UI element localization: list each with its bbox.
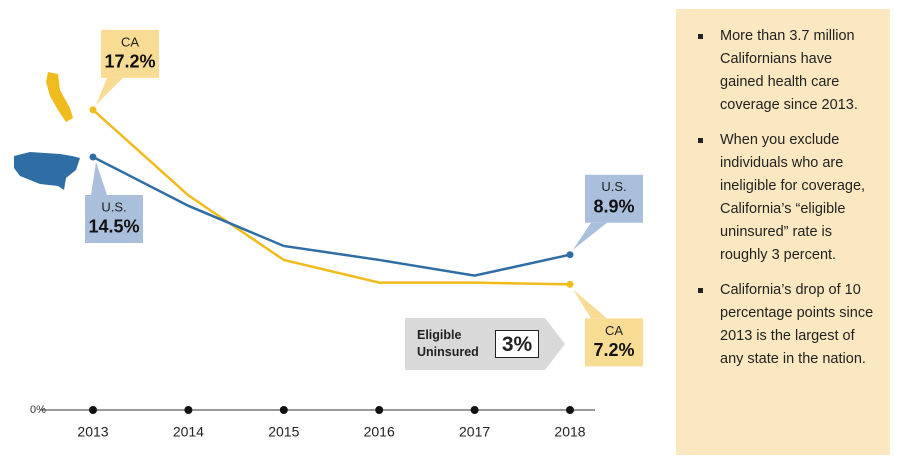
x-tick-dot	[89, 406, 97, 414]
x-tick-label: 2017	[459, 424, 490, 440]
value-label: 8.9%	[593, 196, 634, 216]
callout-pointer	[91, 161, 107, 195]
x-tick-dot	[279, 406, 288, 414]
value-label: 7.2%	[593, 340, 634, 360]
callout-box	[101, 29, 159, 78]
series-line	[92, 155, 571, 277]
y-tick-label: 0%	[30, 404, 46, 416]
chart: 0% 2013 2014 2015 2016 2017 2018 CA 17.2% CA 7.2% U…	[14, 29, 643, 440]
point	[566, 251, 574, 259]
x-tick-dot	[470, 406, 479, 414]
point	[89, 106, 97, 114]
x-tick-label: 2013	[77, 424, 108, 440]
x-tick-label: 2016	[364, 424, 395, 440]
callout-pointer	[96, 77, 123, 105]
point	[89, 153, 97, 161]
callout-pointer	[573, 222, 607, 250]
eligible-value: 3%	[495, 330, 539, 358]
bullet: California’s drop of 10 percentage point…	[694, 279, 878, 371]
callout-name: CA	[121, 34, 139, 49]
point	[566, 280, 574, 288]
bullet-list: More than 3.7 million Californians have …	[694, 25, 878, 371]
bullet: When you exclude individuals who are ine…	[694, 129, 878, 267]
eligible-uninsured: Eligible Uninsured 3%	[405, 318, 565, 370]
callout-pointer	[573, 289, 607, 319]
eligible-label: Eligible Uninsured	[417, 328, 479, 359]
callout-box	[85, 194, 143, 243]
sidebar: More than 3.7 million Californians have …	[676, 9, 890, 455]
x-tick-dot	[375, 406, 384, 414]
callout-box	[585, 174, 643, 223]
x-tick-label: 2014	[173, 424, 204, 440]
x-tick-label: 2018	[554, 424, 585, 440]
us-icon	[14, 152, 80, 190]
california-icon	[46, 72, 73, 122]
callout-name: CA	[605, 323, 623, 338]
x-tick-dot	[184, 406, 193, 414]
value-label: 17.2%	[104, 52, 155, 72]
x-tick-label: 2015	[268, 424, 299, 440]
series-line	[92, 108, 571, 286]
callout-box	[585, 318, 643, 367]
value-label: 14.5%	[88, 217, 139, 237]
callout-name: U.S.	[101, 199, 126, 214]
x-tick-dot	[566, 406, 574, 414]
callout-name: U.S.	[601, 179, 626, 194]
bullet: More than 3.7 million Californians have …	[694, 25, 878, 117]
